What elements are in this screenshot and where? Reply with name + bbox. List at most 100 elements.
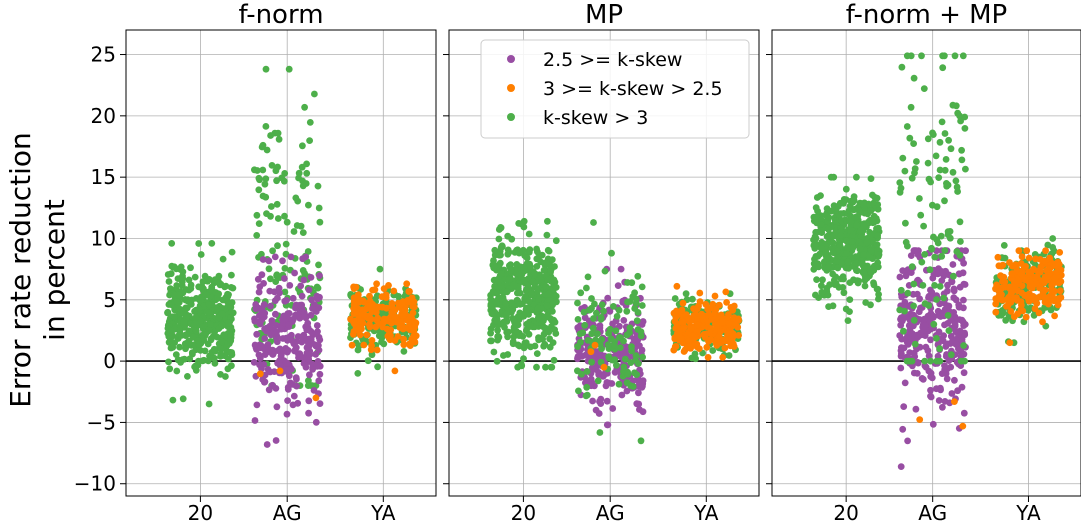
data-point [826,281,834,288]
data-point [951,52,959,60]
data-point [316,272,323,279]
x-tick-label: 20 [511,501,536,524]
data-point [192,327,200,335]
data-point [207,335,215,342]
data-point [583,391,591,399]
data-point [316,400,324,407]
data-point [858,259,866,266]
data-point [588,304,595,312]
data-point [1020,263,1028,271]
data-point [533,263,541,270]
data-point [927,369,935,377]
data-point [867,246,875,254]
data-point [168,262,176,270]
data-point [961,357,968,365]
data-point [1035,309,1043,317]
data-point [518,313,525,320]
data-point [818,244,825,252]
data-point [313,322,321,329]
data-point [994,253,1002,261]
data-point [951,376,958,384]
data-point [1033,299,1041,307]
data-point [1054,295,1061,303]
data-point [722,337,730,345]
data-point [369,286,376,294]
data-point [1030,265,1037,273]
data-point [589,324,597,332]
data-point [860,222,868,229]
data-point [309,305,316,312]
data-point [295,169,303,177]
data-point [818,282,825,290]
data-point [590,219,597,226]
data-point [491,261,498,269]
data-point [271,253,279,261]
data-point [922,343,930,351]
data-point [272,167,280,175]
data-point [493,317,501,325]
data-point [491,246,499,254]
data-point [540,266,548,274]
data-point [273,322,280,329]
y-tick-label: 10 [91,226,116,250]
data-point [199,278,207,285]
data-point [285,65,293,73]
data-point [360,310,368,318]
data-point [1037,263,1045,271]
data-point [938,277,946,284]
data-point [208,240,216,247]
data-point [847,227,855,234]
data-point [526,246,534,254]
data-point [265,257,273,265]
data-point [525,230,533,238]
data-point [1022,313,1030,321]
data-point [312,330,320,337]
data-point [390,287,398,295]
data-point [1022,276,1029,284]
data-point [250,359,258,366]
data-point [929,314,937,321]
data-point [637,437,645,445]
data-point [316,218,324,226]
data-point [179,395,187,403]
data-point [819,276,826,284]
data-point [401,306,409,314]
data-point [179,275,187,282]
data-point [314,182,322,190]
data-point [604,341,612,349]
data-point [544,246,552,254]
data-point [623,387,631,395]
data-point [215,279,223,287]
data-point [846,296,854,303]
data-point [487,295,495,303]
data-point [719,319,726,326]
data-point [918,258,926,266]
data-point [207,321,215,328]
data-point [312,394,320,402]
data-point [959,269,967,277]
data-point [695,345,703,352]
data-point [995,294,1003,302]
data-point [525,330,533,338]
data-point [604,294,612,302]
data-point [286,282,294,289]
data-point [725,320,733,327]
data-point [673,332,681,340]
data-point [945,327,953,334]
data-point [296,301,304,309]
data-point [279,316,286,324]
data-point [1041,279,1048,286]
data-point [171,313,178,320]
data-point [843,237,851,245]
data-point [844,258,852,266]
data-point [722,288,730,296]
data-point [897,286,905,294]
data-point [854,279,862,287]
data-point [717,328,724,335]
data-point [904,437,911,445]
data-point [633,317,641,325]
data-point [276,289,283,297]
data-point [936,345,943,353]
data-point [595,369,602,376]
data-point [712,320,719,328]
